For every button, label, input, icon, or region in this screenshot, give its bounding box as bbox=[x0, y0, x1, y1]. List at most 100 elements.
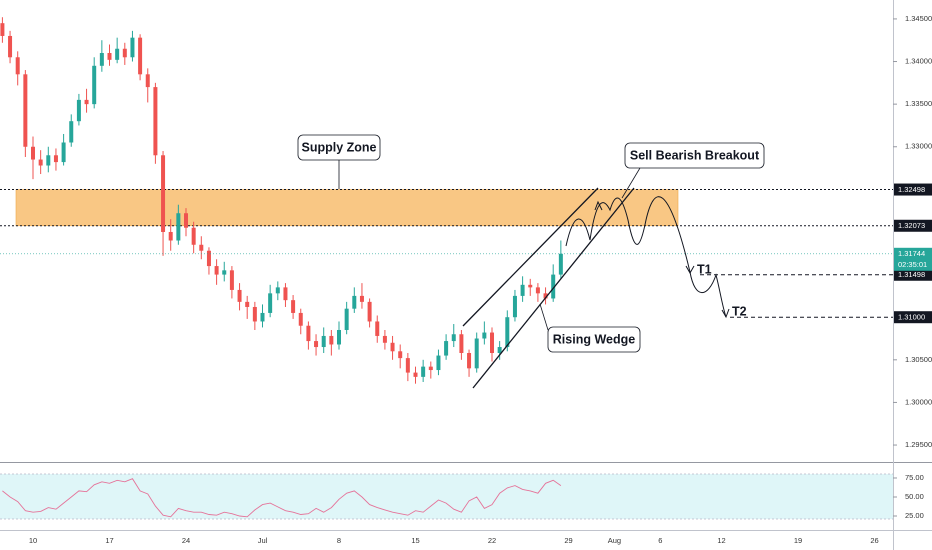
arrow-head bbox=[721, 308, 730, 319]
candle-body bbox=[444, 341, 449, 356]
candle-body bbox=[497, 347, 502, 353]
candle-body bbox=[512, 295, 517, 318]
candle-body bbox=[528, 284, 533, 288]
candle-body bbox=[99, 53, 104, 66]
level-label: 1.32498 bbox=[898, 185, 925, 194]
candle-body bbox=[482, 332, 487, 339]
candle-body bbox=[344, 308, 349, 330]
annotation: Supply Zone bbox=[302, 140, 377, 154]
candle-body bbox=[76, 99, 81, 122]
candle-body bbox=[31, 146, 36, 160]
x-tick-label: 26 bbox=[870, 536, 878, 545]
callout-line bbox=[621, 167, 641, 199]
candle-body bbox=[275, 287, 280, 294]
candle-body bbox=[398, 351, 403, 359]
candle-body bbox=[84, 99, 89, 105]
x-tick-label: 10 bbox=[29, 536, 37, 545]
candle-body bbox=[535, 287, 540, 294]
callout-box bbox=[547, 326, 641, 353]
y-tick-label: 1.34000 bbox=[905, 57, 932, 66]
candle-body bbox=[558, 253, 563, 275]
y-tick-label: 1.33000 bbox=[905, 142, 932, 151]
level-label: 1.32073 bbox=[898, 221, 925, 230]
x-tick-label: 8 bbox=[337, 536, 341, 545]
x-tick-label: Aug bbox=[608, 536, 621, 545]
candle-body bbox=[138, 37, 143, 75]
annotation: Rising Wedge bbox=[553, 332, 635, 346]
candle-body bbox=[92, 65, 97, 105]
plot bbox=[0, 17, 893, 518]
candle-body bbox=[268, 293, 273, 313]
y-tick-label: 1.34500 bbox=[905, 14, 932, 23]
candle-body bbox=[46, 155, 51, 166]
candle-body bbox=[298, 312, 303, 326]
candle-body bbox=[184, 213, 189, 228]
candle-body bbox=[390, 342, 395, 352]
candle-body bbox=[161, 155, 166, 232]
candle-body bbox=[375, 321, 380, 336]
y-tick-label: 25.00 bbox=[905, 511, 924, 520]
candle-body bbox=[428, 366, 433, 371]
level-label: 1.31498 bbox=[898, 270, 925, 279]
wedge-lower bbox=[472, 187, 635, 389]
candle-body bbox=[252, 306, 257, 322]
rsi-band bbox=[0, 474, 893, 519]
arrow-head bbox=[685, 265, 695, 275]
candle-body bbox=[421, 366, 426, 377]
callout-line bbox=[539, 303, 549, 331]
level-label-box bbox=[894, 219, 932, 232]
candle-body bbox=[130, 37, 135, 58]
y-tick-label: 1.30000 bbox=[905, 397, 932, 406]
candle-body bbox=[367, 301, 372, 322]
x-tick-label: 29 bbox=[564, 536, 572, 545]
level-label-box bbox=[894, 311, 932, 324]
candle-body bbox=[436, 355, 441, 371]
candle-body bbox=[490, 332, 495, 353]
candle-body bbox=[260, 312, 265, 322]
wedge-upper bbox=[462, 187, 599, 327]
candle-body bbox=[8, 35, 13, 58]
candle-body bbox=[107, 53, 112, 60]
candle-body bbox=[176, 213, 181, 241]
x-tick-label: 19 bbox=[794, 536, 802, 545]
candle-body bbox=[291, 300, 296, 313]
y-tick-label: 1.29500 bbox=[905, 440, 932, 449]
candle-body bbox=[413, 372, 418, 377]
candle-body bbox=[505, 317, 510, 348]
x-tick-label: Jul bbox=[258, 536, 268, 545]
candle-body bbox=[551, 274, 556, 299]
candle-body bbox=[61, 142, 66, 163]
last-price-label: 1.31744 bbox=[898, 249, 925, 258]
y-tick-label: 1.30500 bbox=[905, 355, 932, 364]
candle-body bbox=[23, 74, 28, 147]
candle-body bbox=[283, 287, 288, 301]
candle-body bbox=[337, 329, 342, 345]
candle-body bbox=[314, 341, 319, 348]
candle-body bbox=[306, 325, 311, 342]
candle-body bbox=[206, 250, 211, 267]
candle-body bbox=[543, 293, 548, 299]
candle-body bbox=[38, 159, 43, 166]
candle-body bbox=[53, 155, 58, 163]
x-tick-label: 17 bbox=[105, 536, 113, 545]
candle-body bbox=[359, 295, 364, 302]
candle-body bbox=[229, 270, 234, 290]
candle-body bbox=[214, 266, 219, 275]
candle-body bbox=[382, 335, 387, 343]
countdown-label: 02:35:01 bbox=[898, 260, 927, 269]
candle-body bbox=[474, 338, 479, 369]
projection-path bbox=[565, 196, 727, 318]
candle-body bbox=[405, 358, 410, 373]
drawings bbox=[338, 160, 730, 389]
candle-body bbox=[122, 48, 127, 58]
x-tick-label: 22 bbox=[488, 536, 496, 545]
candle-body bbox=[245, 301, 250, 307]
candle-body bbox=[352, 295, 357, 309]
level-label-box bbox=[894, 183, 932, 196]
candle-body bbox=[0, 23, 5, 36]
candle-body bbox=[69, 121, 74, 143]
candle-body bbox=[191, 227, 196, 245]
level-label: 1.31000 bbox=[898, 313, 925, 322]
level-label-box bbox=[894, 268, 932, 281]
